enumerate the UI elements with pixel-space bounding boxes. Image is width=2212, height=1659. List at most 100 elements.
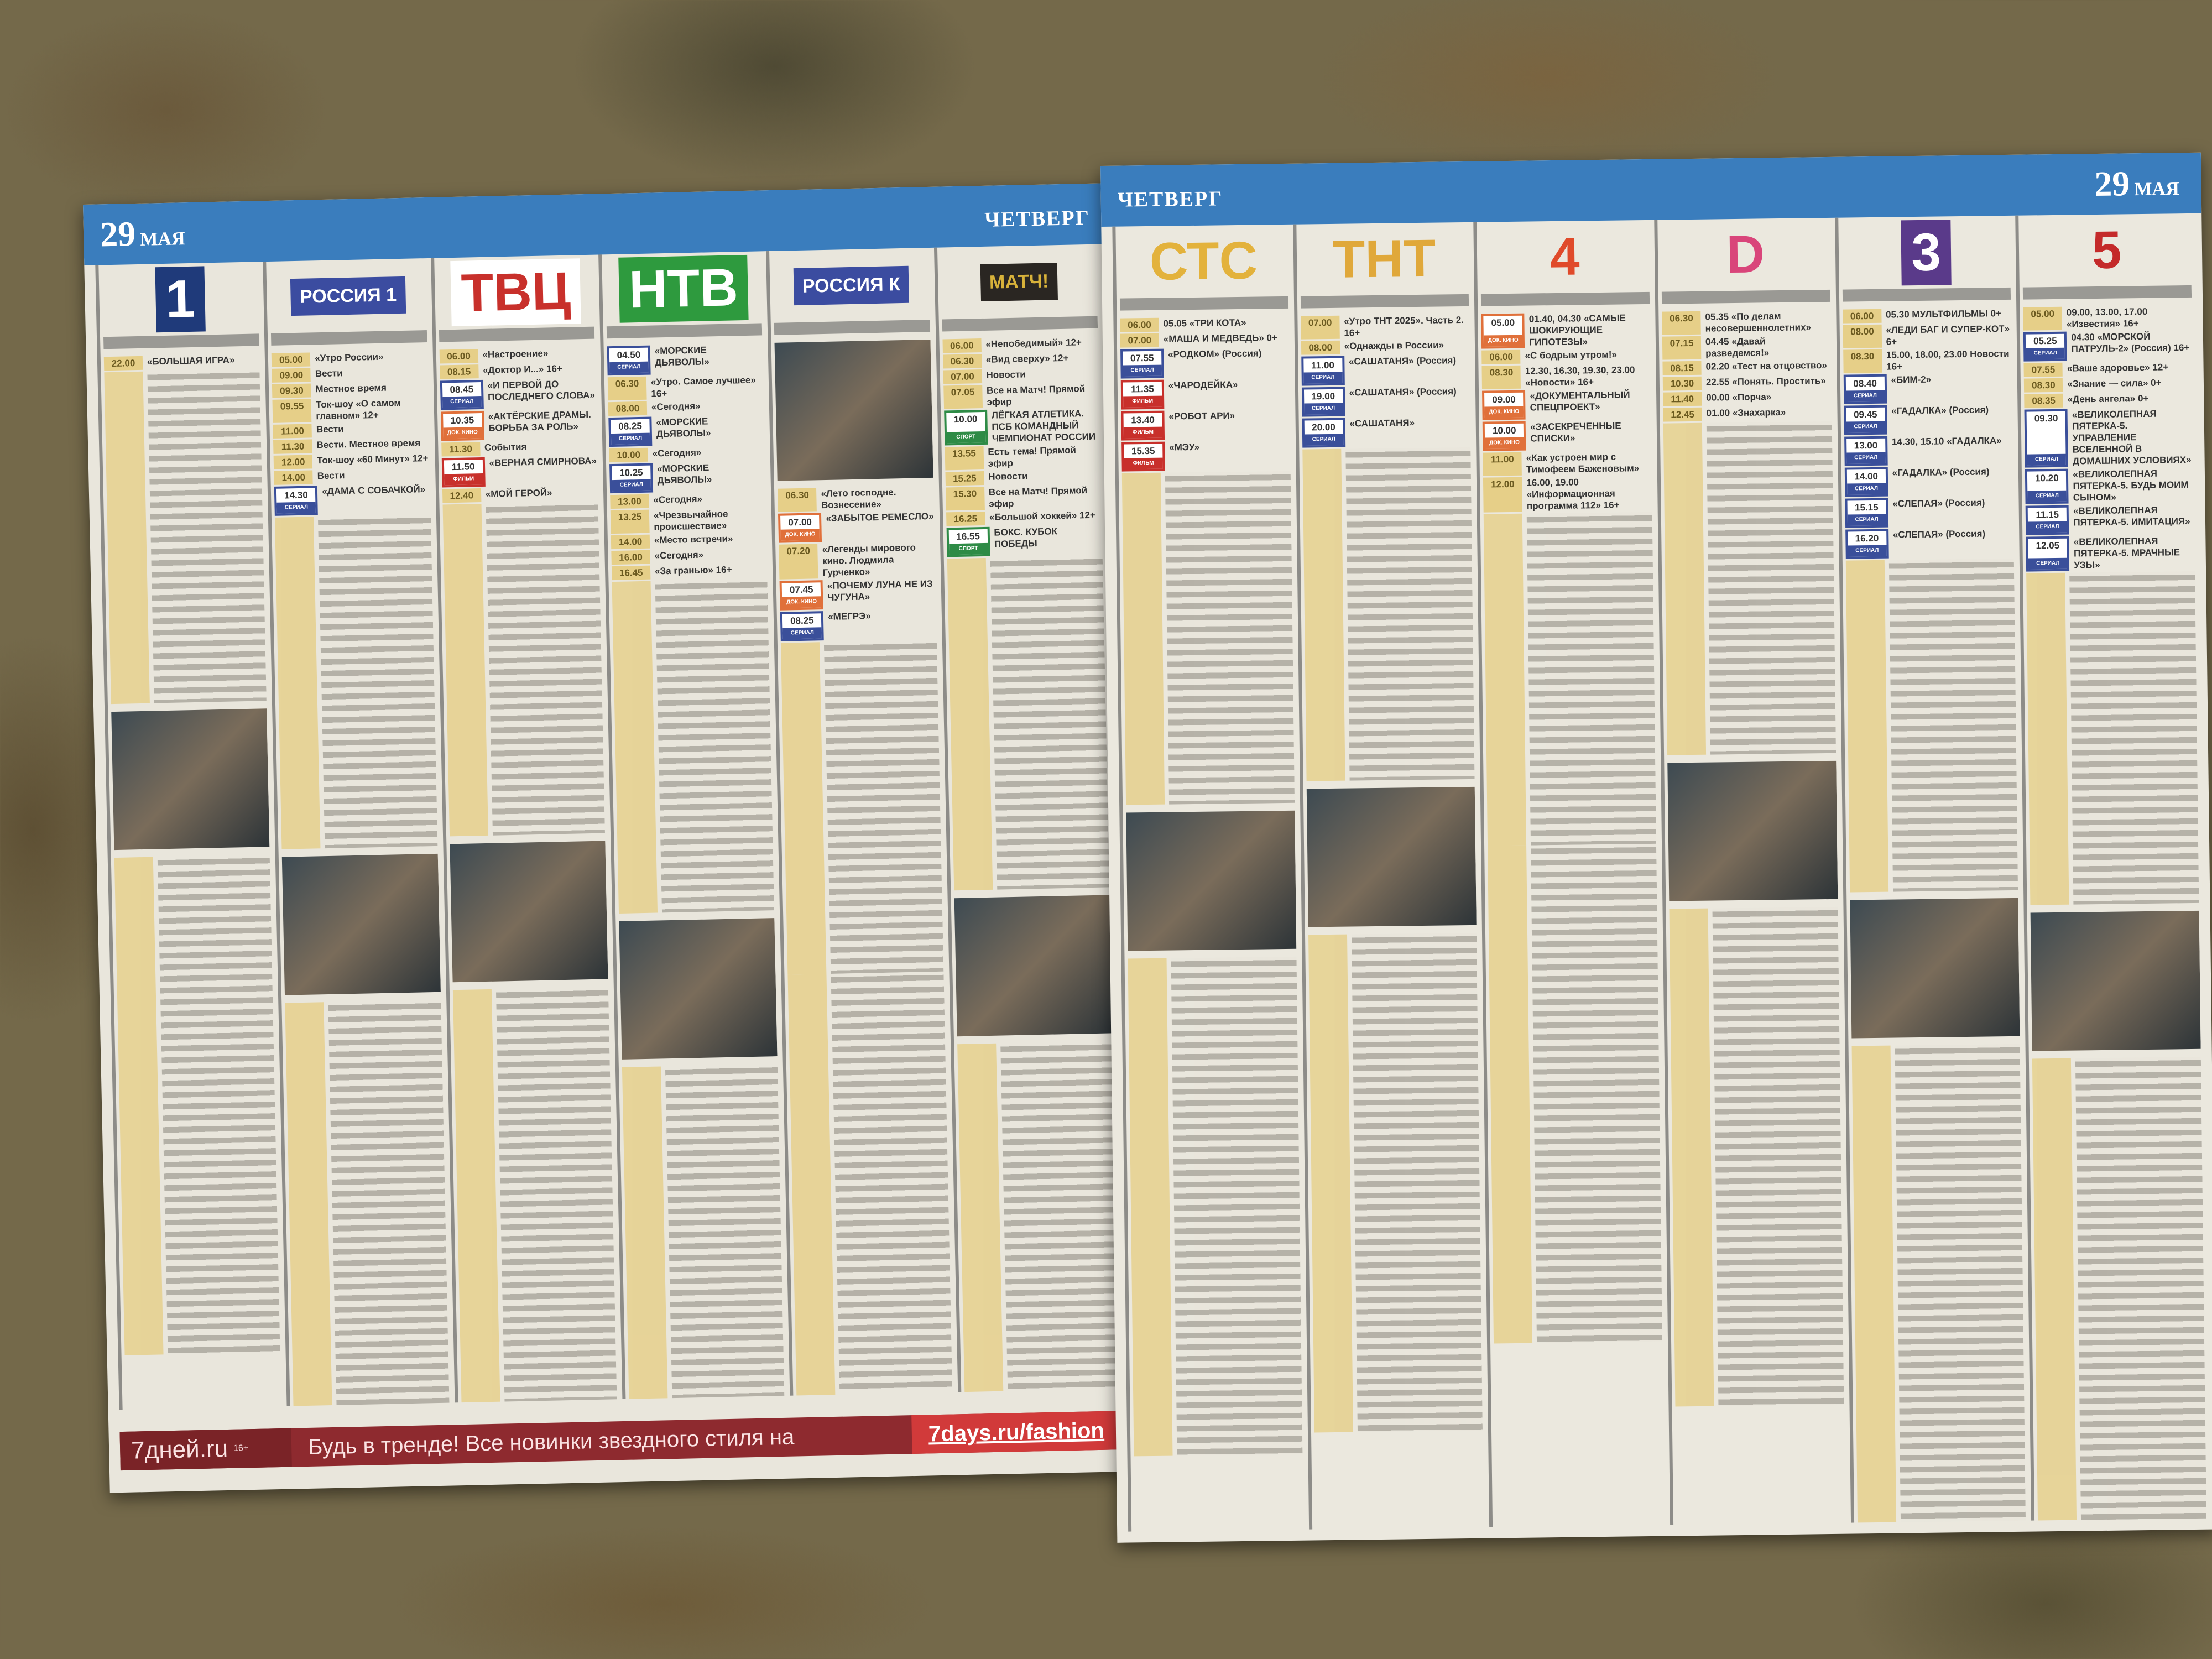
program-title: «Сегодня»: [651, 400, 701, 413]
program-description-text: [1712, 906, 1844, 1406]
program-listing: 07.15 04.45 «Давай разведемся!»: [1662, 335, 1831, 360]
program-time: 06.00: [1481, 349, 1521, 364]
ad-banner[interactable]: 7дней.ru 16+ Будь в тренде! Все новинки з…: [119, 1411, 1121, 1471]
program-time: 05.25 СЕРИАЛ: [2023, 331, 2067, 362]
program-listing: 13.40 ФИЛЬМ «РОБОТ АРИ»: [1121, 409, 1290, 441]
time-text: 08.00: [615, 403, 640, 414]
time-text: 07.55: [2031, 364, 2056, 375]
time-text: 06.30: [785, 489, 810, 501]
program-time: 11.50 ФИЛЬМ: [441, 457, 486, 488]
program-description-text: [1888, 558, 2018, 892]
program-title: 15.00, 18.00, 23.00 Новости 16+: [1886, 348, 2010, 372]
time-text: 09.00: [1492, 394, 1516, 405]
genre-badge: СЕРИАЛ: [611, 432, 650, 445]
program-time: 15.15 СЕРИАЛ: [1845, 498, 1888, 528]
program-time: 10.35 ДОК. КИНО: [440, 410, 484, 441]
program-listing: 11.00 Вести: [273, 421, 429, 439]
program-time: 08.35: [2024, 393, 2063, 408]
program-title: «ВЕЛИКОЛЕПНАЯ ПЯТЕРКА-5. МРАЧНЫЕ УЗЫ»: [2073, 535, 2180, 571]
program-title: «БИМ-2»: [1891, 374, 1932, 385]
time-text: 13.55: [952, 448, 976, 460]
time-text: 12.00: [281, 456, 305, 468]
program-listing: 06.00 05.30 МУЛЬТФИЛЬМЫ 0+: [1842, 307, 2011, 324]
program-time: 05.00: [2023, 306, 2063, 331]
program-description-text: [157, 854, 280, 1355]
program-time: 12.00: [1483, 477, 1523, 513]
program-listing: 13.25 «Чрезвычайное происшествие»: [610, 507, 766, 534]
channel-column: ТВЦ 06.00 «Настроение» 08.15 «Доктор И...» 1…: [430, 254, 617, 1403]
program-title: «МОРСКИЕ ДЬЯВОЛЫ»: [657, 462, 712, 486]
left-page: 29 МАЯ ЧЕТВЕРГ 1 22.00 «БОЛЬШАЯ ИГРА» РОССИЯ…: [83, 183, 1133, 1493]
program-listing: 08.35 «День ангела» 0+: [2024, 392, 2193, 408]
program-title: «Чрезвычайное происшествие»: [653, 508, 728, 533]
time-text: 11.30: [449, 444, 473, 455]
time-text: 08.00: [1850, 326, 1874, 337]
time-text: 08.25: [790, 615, 814, 627]
time-text: 13.00: [617, 495, 641, 507]
program-title: 00.00 «Порча»: [1706, 392, 1772, 403]
program-time: 07.00: [1301, 315, 1340, 340]
program-description-text: [1706, 421, 1836, 755]
program-description-text: [1171, 956, 1303, 1456]
weekday: ЧЕТВЕРГ: [984, 206, 1091, 232]
program-time: 15.35 ФИЛЬМ: [1121, 441, 1165, 472]
program-listing: 14.00 Вести: [274, 468, 430, 485]
program-description-text: [2069, 571, 2199, 905]
program-listing: 16.20 СЕРИАЛ «СЛЕПАЯ» (Россия): [1845, 528, 2014, 559]
time-text: 08.30: [2031, 379, 2056, 391]
program-time: 12.05 СЕРИАЛ: [2026, 536, 2070, 572]
program-listing: 15.15 СЕРИАЛ «СЛЕПАЯ» (Россия): [1845, 497, 2013, 528]
genre-badge: ДОК. КИНО: [782, 596, 821, 608]
time-text: 07.55: [1130, 352, 1154, 364]
program-title: «Большой хоккей» 12+: [989, 509, 1095, 523]
program-listing: 20.00 СЕРИАЛ «САШАТАНЯ»: [1302, 416, 1470, 448]
program-description-text: [1165, 471, 1295, 805]
program-time: 09.30 СЕРИАЛ: [2024, 409, 2069, 468]
program-time: 13.00: [610, 494, 649, 509]
time-text: 10.35: [450, 415, 474, 426]
program-time: 20.00 СЕРИАЛ: [1302, 418, 1345, 448]
program-time: 07.20: [779, 544, 818, 580]
brand-name: 7дней.ru: [131, 1435, 228, 1464]
ad-link[interactable]: 7days.ru/fashion: [911, 1411, 1121, 1454]
time-text: 08.30: [1850, 351, 1875, 362]
genre-badge: СЕРИАЛ: [1848, 545, 1887, 557]
genre-badge: СПОРТ: [948, 542, 988, 555]
program-listing: 06.30 «Утро. Самое лучшее» 16+: [607, 374, 764, 401]
program-description-text: [831, 971, 952, 1396]
program-time: 05.00: [272, 352, 311, 367]
program-time: 11.00: [1483, 452, 1522, 476]
channel-column: РОССИЯ К 06.30 «Лето господне. Вознесение»…: [766, 248, 952, 1396]
genre-badge: СЕРИАЛ: [276, 502, 316, 514]
program-time: 08.30: [1843, 349, 1882, 373]
genre-badge: ФИЛЬМ: [1123, 395, 1162, 408]
program-time: 07.05: [943, 385, 983, 409]
channel-logo: 5: [2022, 213, 2192, 300]
program-time: 10.00 СПОРТ: [943, 409, 988, 446]
program-title: 14.30, 15.10 «ГАДАЛКА»: [1891, 435, 2002, 447]
program-title: Новости: [988, 471, 1028, 482]
channel-logo-text: 4: [1550, 227, 1580, 287]
channel-column: ТНТ 07.00 «Утро ТНТ 2025». Часть 2. 16+ 08.…: [1292, 222, 1484, 1530]
program-listing: 10.30 22.55 «Понять. Простить»: [1662, 375, 1832, 391]
program-listing: 08.45 СЕРИАЛ «И ПЕРВОЙ ДО ПОСЛЕДНЕГО СЛОВА…: [440, 378, 596, 410]
program-time: 14.30 СЕРИАЛ: [274, 486, 319, 516]
time-text: 08.30: [1489, 367, 1514, 378]
program-time: 16.45: [611, 565, 651, 581]
program-listing: 08.40 СЕРИАЛ «БИМ-2»: [1843, 373, 2012, 404]
program-title: «ЧАРОДЕЙКА»: [1168, 379, 1238, 391]
month: МАЯ: [2134, 179, 2179, 200]
program-title: «МОРСКИЕ ДЬЯВОЛЫ»: [656, 416, 711, 440]
program-listing: 14.00 «Место встречи»: [611, 532, 767, 550]
channel-logo-text: D: [1726, 225, 1765, 285]
program-listing: 06.30 05.35 «По делам несовершеннолетних»: [1662, 310, 1830, 335]
program-time: 14.00: [274, 470, 314, 485]
channel-logo-text: 5: [2091, 220, 2122, 280]
program-title: «ЛЕДИ БАГ И СУПЕР-КОТ» 6+: [1886, 323, 2010, 347]
time-text: 15.15: [1854, 502, 1879, 513]
program-listing: 07.45 ДОК. КИНО «ПОЧЕМУ ЛУНА НЕ ИЗ ЧУГУНА»: [779, 578, 936, 611]
program-listing: 14.30 СЕРИАЛ «ДАМА С СОБАЧКОЙ»: [274, 483, 430, 516]
program-title: «Непобедимый» 12+: [985, 337, 1082, 349]
program-title: «МОРСКИЕ ДЬЯВОЛЫ»: [654, 345, 709, 368]
program-title: «АКТЁРСКИЕ ДРАМЫ. БОРЬБА ЗА РОЛЬ»: [488, 409, 591, 434]
